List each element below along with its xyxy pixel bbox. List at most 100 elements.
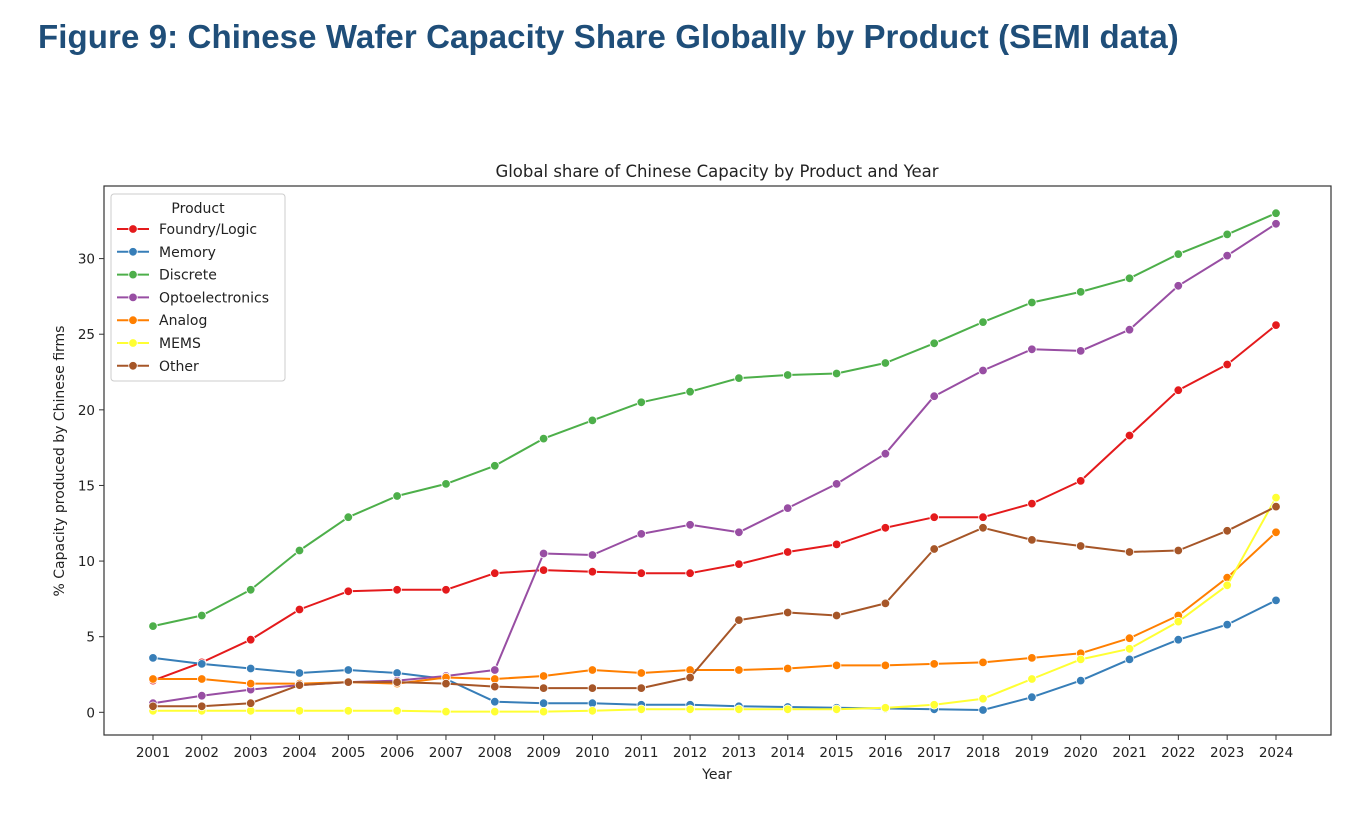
legend-label: Foundry/Logic	[159, 222, 257, 238]
data-point-mems	[783, 704, 793, 715]
x-tick-label: 2007	[429, 745, 463, 761]
data-point-analog	[783, 663, 793, 674]
data-point-other	[880, 598, 891, 609]
data-point-memory	[343, 665, 354, 675]
data-point-optoelectronics	[1027, 344, 1037, 355]
data-point-discrete	[148, 621, 158, 631]
data-point-analog	[197, 674, 207, 684]
data-point-optoelectronics	[783, 503, 793, 513]
y-axis: 0 5 10 15 20 25 30	[78, 252, 104, 721]
data-point-optoelectronics	[978, 365, 988, 376]
data-point-discrete	[783, 370, 793, 380]
data-point-other	[538, 683, 549, 693]
y-tick-label: 5	[86, 630, 95, 646]
x-tick-label: 2020	[1064, 745, 1098, 761]
data-point-foundry-logic	[392, 585, 402, 595]
data-point-mems	[831, 704, 842, 715]
legend-item-foundry-logic: Foundry/Logic	[117, 222, 257, 238]
data-point-discrete	[1124, 273, 1135, 284]
data-point-foundry-logic	[343, 586, 354, 597]
data-point-optoelectronics	[1173, 281, 1184, 291]
data-point-memory	[1124, 654, 1135, 665]
data-point-analog	[1027, 653, 1037, 663]
legend-swatch-marker	[128, 315, 138, 325]
data-point-discrete	[1173, 249, 1184, 259]
data-point-foundry-logic	[245, 635, 256, 645]
x-axis: 2001 2002 2003 2004 2005 2006 2007 2008 2009 2010…	[136, 735, 1293, 761]
data-point-mems	[490, 706, 500, 717]
data-point-mems	[538, 706, 549, 717]
data-point-mems	[929, 700, 939, 710]
x-tick-label: 2011	[624, 745, 658, 761]
data-point-analog	[538, 671, 549, 681]
series-discrete	[148, 208, 1281, 631]
data-point-foundry-logic	[587, 567, 598, 577]
series-line-analog	[153, 531, 1277, 685]
legend-swatch-marker	[128, 292, 138, 303]
x-tick-label: 2006	[380, 745, 414, 761]
data-point-optoelectronics	[538, 548, 549, 559]
data-point-other	[294, 680, 305, 690]
data-point-optoelectronics	[929, 391, 939, 401]
data-point-other	[587, 683, 598, 693]
legend-label: MEMS	[159, 336, 201, 352]
data-point-mems	[1271, 492, 1281, 503]
x-tick-label: 2001	[136, 745, 170, 761]
data-point-discrete	[636, 397, 647, 408]
series-line-optoelectronics	[152, 222, 1277, 705]
data-point-memory	[1075, 675, 1086, 686]
x-tick-label: 2004	[282, 745, 316, 761]
x-tick-label: 2010	[575, 745, 609, 761]
series-other	[148, 501, 1281, 712]
data-point-memory	[245, 663, 256, 674]
y-tick-label: 25	[78, 327, 95, 343]
data-point-discrete	[978, 317, 988, 327]
data-point-mems	[1222, 580, 1232, 591]
data-point-other	[831, 610, 842, 621]
data-point-mems	[978, 694, 988, 704]
legend-swatch-marker	[128, 247, 138, 257]
data-point-other	[783, 607, 793, 618]
data-point-foundry-logic	[978, 512, 988, 522]
data-point-mems	[343, 706, 354, 716]
series-line-discrete	[152, 212, 1277, 628]
data-point-analog	[880, 660, 891, 671]
series-foundry-logic	[148, 320, 1281, 686]
data-point-discrete	[294, 545, 305, 556]
data-point-other	[343, 677, 354, 687]
data-point-analog	[734, 665, 744, 675]
data-point-memory	[1027, 692, 1037, 702]
data-point-memory	[1222, 619, 1232, 630]
data-point-optoelectronics	[1075, 346, 1086, 356]
legend-item-memory: Memory	[117, 245, 216, 261]
legend: Product Foundry/Logic Memory Discrete Optoe…	[110, 193, 286, 382]
data-point-other	[1075, 541, 1086, 551]
plot-frame	[103, 185, 1332, 736]
y-tick-label: 15	[78, 478, 95, 494]
data-point-discrete	[1222, 229, 1232, 240]
data-point-optoelectronics	[1271, 219, 1281, 229]
data-point-optoelectronics	[734, 527, 744, 538]
legend-item-optoelectronics: Optoelectronics	[117, 290, 269, 306]
data-point-optoelectronics	[1124, 325, 1135, 335]
legend-label: Optoelectronics	[159, 290, 269, 306]
data-point-other	[1222, 526, 1232, 536]
legend-label: Analog	[159, 313, 207, 329]
x-tick-label: 2019	[1015, 745, 1049, 761]
legend-swatch-marker	[128, 361, 138, 371]
data-point-analog	[148, 674, 158, 684]
data-point-analog	[831, 660, 842, 671]
data-point-discrete	[929, 338, 939, 349]
data-point-other	[685, 672, 695, 683]
x-tick-label: 2018	[966, 745, 1000, 761]
legend-item-discrete: Discrete	[117, 268, 217, 284]
x-tick-label: 2003	[233, 745, 267, 761]
data-point-discrete	[490, 461, 500, 471]
x-tick-label: 2012	[673, 745, 707, 761]
data-point-mems	[587, 706, 598, 716]
data-point-analog	[929, 659, 939, 669]
legend-items: Foundry/Logic Memory Discrete Optoelectroni…	[117, 222, 269, 375]
data-point-mems	[636, 704, 647, 715]
data-point-optoelectronics	[1222, 250, 1232, 261]
